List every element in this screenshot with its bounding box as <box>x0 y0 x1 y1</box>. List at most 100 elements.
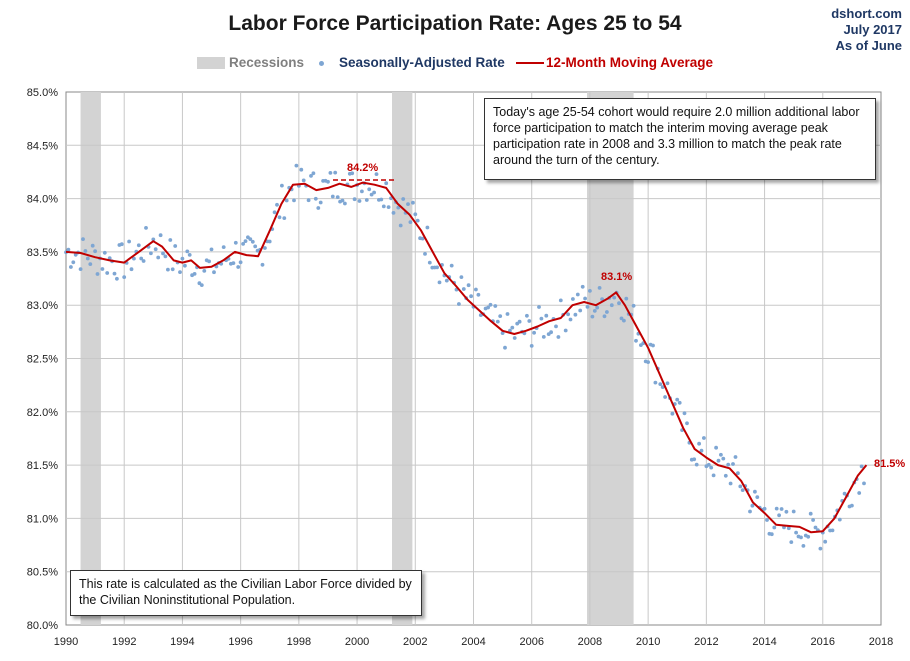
x-tick-label: 2014 <box>752 636 776 648</box>
y-tick-label: 80.0% <box>27 620 58 632</box>
moving-average-line <box>65 181 868 534</box>
data-point <box>726 462 731 467</box>
data-point <box>253 244 258 249</box>
data-point <box>517 319 522 324</box>
scatter-layer <box>64 163 866 551</box>
data-point <box>779 507 784 511</box>
data-point <box>275 202 279 207</box>
data-point <box>585 305 590 309</box>
data-point <box>326 179 330 184</box>
data-point <box>748 509 752 514</box>
data-point <box>364 198 369 202</box>
data-point <box>682 411 687 416</box>
data-point <box>486 305 490 310</box>
data-point <box>406 202 410 207</box>
data-point <box>161 251 165 256</box>
data-point <box>619 316 624 321</box>
x-tick-label: 2010 <box>636 636 660 648</box>
x-tick-label: 2006 <box>519 636 543 648</box>
data-point <box>525 313 529 318</box>
data-point <box>466 283 471 288</box>
data-point <box>709 465 714 470</box>
data-point <box>401 197 406 201</box>
data-point <box>602 314 607 319</box>
data-point <box>554 324 558 329</box>
data-point <box>83 249 88 253</box>
x-tick-label: 1990 <box>54 636 78 648</box>
data-point <box>335 195 340 200</box>
data-point <box>250 239 255 244</box>
data-point <box>357 199 362 203</box>
data-point <box>588 289 592 293</box>
data-point <box>658 382 663 386</box>
data-point <box>119 242 124 247</box>
data-point <box>772 525 777 530</box>
data-point <box>837 517 842 522</box>
data-point <box>260 262 265 267</box>
data-point <box>309 174 313 178</box>
data-point <box>830 528 835 533</box>
data-point <box>549 330 553 335</box>
data-point <box>340 198 345 203</box>
data-point <box>311 171 316 176</box>
data-point <box>736 471 740 476</box>
data-point <box>859 464 864 469</box>
data-point <box>379 197 384 202</box>
data-point <box>149 251 153 256</box>
data-point <box>415 218 420 223</box>
data-point <box>238 260 243 265</box>
data-point <box>646 360 650 364</box>
y-tick-label: 83.5% <box>27 247 58 259</box>
data-point <box>714 445 718 450</box>
data-point <box>71 260 76 265</box>
data-point <box>537 305 541 309</box>
data-point <box>862 481 866 486</box>
data-point <box>529 344 534 348</box>
data-point <box>369 192 374 197</box>
tick-layer: 80.0% 80.5% 81.0% 81.5% 82.0% 82.5% 83.0% 83.5%… <box>27 87 893 648</box>
data-point <box>112 271 117 276</box>
data-point <box>178 270 182 274</box>
x-tick-label: 2018 <box>869 636 893 648</box>
data-point <box>575 292 580 297</box>
data-point <box>301 178 306 183</box>
data-point <box>706 462 711 467</box>
data-point <box>437 280 442 285</box>
data-point <box>663 395 667 399</box>
data-point <box>93 249 97 254</box>
data-point <box>153 247 158 252</box>
data-point <box>391 211 396 215</box>
data-point <box>411 200 415 205</box>
data-point <box>769 532 774 537</box>
y-tick-label: 84.0% <box>27 194 58 206</box>
data-point <box>144 226 148 230</box>
data-point <box>88 262 93 266</box>
data-point <box>563 328 568 333</box>
data-point <box>728 481 733 486</box>
data-point <box>367 187 372 192</box>
data-point <box>660 385 665 389</box>
definition-note-box: This rate is calculated as the Civilian … <box>70 570 422 616</box>
data-point <box>102 250 107 255</box>
data-point <box>556 335 561 339</box>
data-point <box>284 198 289 203</box>
data-point <box>592 309 597 313</box>
data-point <box>81 237 85 242</box>
data-point <box>372 190 376 195</box>
data-point <box>711 473 716 478</box>
data-point <box>444 278 449 283</box>
data-point <box>609 303 614 308</box>
data-point <box>248 237 253 242</box>
data-point <box>493 304 498 308</box>
data-point <box>115 276 119 281</box>
data-point <box>571 297 575 301</box>
data-point <box>677 400 682 405</box>
data-point <box>396 205 401 210</box>
x-tick-label: 1994 <box>170 636 194 648</box>
data-point <box>750 503 755 508</box>
data-point <box>292 198 296 203</box>
data-point <box>139 256 144 261</box>
data-point <box>774 506 779 511</box>
data-point <box>723 473 728 478</box>
data-point <box>740 488 745 492</box>
